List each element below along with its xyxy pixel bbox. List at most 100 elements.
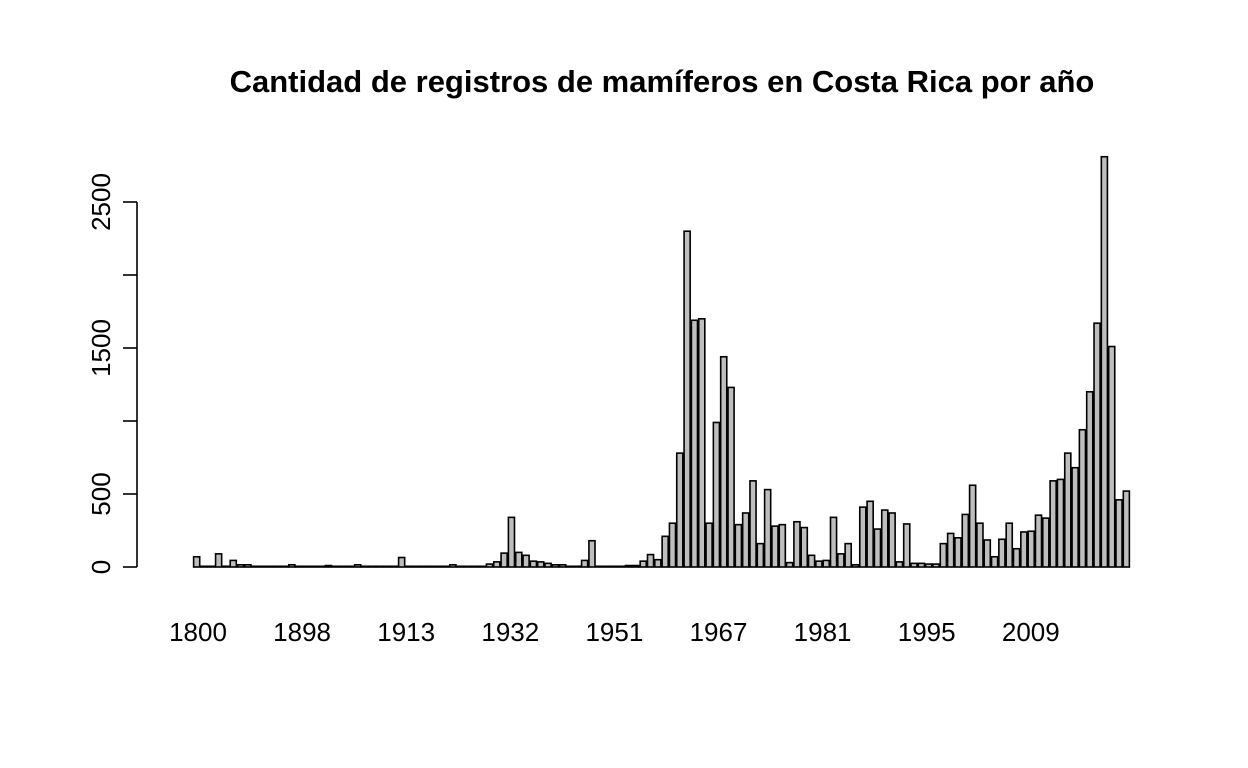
y-tick-label: 1500 <box>86 319 116 377</box>
bar <box>661 535 669 568</box>
bar <box>727 386 735 568</box>
bar <box>1122 490 1131 568</box>
bar <box>573 565 582 568</box>
bar <box>924 563 933 568</box>
bar <box>815 560 823 568</box>
bar <box>1034 514 1043 568</box>
bar <box>1020 531 1028 568</box>
bar <box>675 452 684 568</box>
bar <box>1085 390 1094 568</box>
bar <box>1093 322 1101 568</box>
bar <box>851 564 860 568</box>
bar <box>331 565 340 568</box>
bar <box>888 512 896 568</box>
bar <box>844 542 853 568</box>
bar <box>719 355 728 568</box>
bar <box>463 565 472 568</box>
bar <box>1041 517 1050 568</box>
bar <box>522 554 530 568</box>
bar <box>858 506 867 568</box>
x-tick-label: 1898 <box>273 617 331 647</box>
bar <box>873 528 882 568</box>
bar <box>200 565 208 568</box>
bar <box>639 560 648 568</box>
bar <box>192 555 201 568</box>
bar <box>771 525 779 568</box>
x-tick-label: 1800 <box>169 617 227 647</box>
bar <box>946 532 955 568</box>
bar <box>785 561 794 568</box>
bar <box>998 538 1006 568</box>
bar <box>251 565 260 568</box>
x-tick-label: 1995 <box>898 617 956 647</box>
bar <box>976 522 984 568</box>
bar <box>287 564 296 568</box>
bar <box>295 565 303 568</box>
bar <box>361 565 369 568</box>
bar <box>778 523 787 568</box>
chart-title: Cantidad de registros de mamíferos en Co… <box>230 64 1095 99</box>
bar <box>405 565 413 568</box>
bar <box>602 565 611 568</box>
bar <box>266 565 274 568</box>
bar <box>580 559 589 568</box>
bar <box>741 512 750 568</box>
bar <box>588 539 596 568</box>
bar <box>653 558 662 568</box>
bar <box>419 565 428 568</box>
bar <box>866 500 874 568</box>
bar <box>302 565 311 568</box>
bar <box>500 552 508 568</box>
bar <box>492 561 501 568</box>
bar <box>427 565 435 568</box>
bar <box>397 556 406 568</box>
bar <box>961 513 970 568</box>
bar <box>339 565 347 568</box>
bar <box>390 565 399 568</box>
bar <box>214 553 223 568</box>
bar <box>1071 466 1079 568</box>
bar <box>536 561 545 568</box>
bar <box>470 565 479 568</box>
bar <box>756 542 765 568</box>
bar <box>514 551 523 568</box>
bar <box>317 565 325 568</box>
bar <box>236 564 245 568</box>
bar <box>434 565 443 568</box>
x-tick-label: 1913 <box>377 617 435 647</box>
bar <box>617 565 626 568</box>
bar <box>895 561 904 568</box>
bar <box>990 555 999 568</box>
x-tick-label: 1981 <box>794 617 852 647</box>
bar <box>353 564 362 568</box>
bar <box>258 565 267 568</box>
bar <box>939 542 948 568</box>
bar <box>478 565 486 568</box>
bar <box>668 522 677 568</box>
bar <box>1115 499 1123 568</box>
bar <box>800 526 809 568</box>
bar <box>222 565 230 568</box>
bar <box>793 520 801 568</box>
bar <box>807 554 816 568</box>
bar <box>632 564 640 568</box>
bar <box>1063 452 1072 568</box>
bar <box>456 565 465 568</box>
bar <box>449 564 457 568</box>
bar <box>1100 155 1109 568</box>
x-tick-label: 2009 <box>1002 617 1060 647</box>
bar <box>932 563 940 568</box>
bar <box>837 553 845 568</box>
y-tick-label: 0 <box>86 560 116 574</box>
bar <box>346 565 355 568</box>
bar <box>734 523 743 568</box>
bar <box>544 562 552 568</box>
x-tick-label: 1932 <box>481 617 539 647</box>
bar <box>983 539 992 568</box>
bar <box>1049 480 1057 568</box>
bar <box>558 564 567 568</box>
bar <box>690 319 699 568</box>
plot-area: 0 500 1500 2500 1800 1898 1913 1932 1951 1967 1981… <box>86 155 1131 647</box>
bar <box>763 488 772 568</box>
bar <box>683 230 691 568</box>
